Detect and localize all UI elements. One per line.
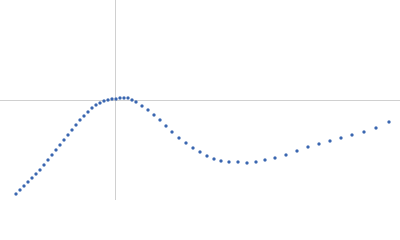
point bbox=[328, 139, 332, 143]
point bbox=[350, 133, 354, 137]
point bbox=[362, 130, 366, 134]
point bbox=[317, 142, 321, 146]
point bbox=[90, 106, 94, 110]
chart bbox=[0, 0, 400, 200]
point bbox=[273, 156, 277, 160]
point bbox=[212, 157, 216, 161]
point bbox=[158, 118, 162, 122]
point bbox=[98, 101, 102, 105]
point bbox=[14, 192, 18, 196]
point bbox=[110, 97, 114, 101]
point bbox=[205, 154, 209, 158]
point bbox=[26, 180, 30, 184]
point bbox=[42, 163, 46, 167]
point bbox=[86, 110, 90, 114]
point bbox=[66, 133, 70, 137]
point bbox=[78, 118, 82, 122]
point bbox=[198, 150, 202, 154]
point bbox=[50, 153, 54, 157]
point bbox=[339, 136, 343, 140]
point bbox=[146, 108, 150, 112]
point bbox=[130, 98, 134, 102]
point bbox=[170, 130, 174, 134]
point bbox=[284, 153, 288, 157]
point bbox=[102, 99, 106, 103]
point bbox=[126, 96, 130, 100]
point bbox=[387, 120, 391, 124]
point bbox=[34, 172, 38, 176]
point bbox=[164, 124, 168, 128]
point bbox=[236, 160, 240, 164]
point bbox=[227, 160, 231, 164]
point bbox=[191, 146, 195, 150]
point bbox=[219, 159, 223, 163]
point bbox=[82, 114, 86, 118]
point bbox=[46, 158, 50, 162]
point bbox=[30, 176, 34, 180]
point bbox=[152, 113, 156, 117]
point bbox=[106, 98, 110, 102]
point bbox=[245, 161, 249, 165]
point bbox=[295, 149, 299, 153]
point bbox=[177, 136, 181, 140]
point bbox=[18, 188, 22, 192]
point bbox=[58, 143, 62, 147]
point bbox=[70, 128, 74, 132]
point bbox=[38, 168, 42, 172]
point bbox=[22, 184, 26, 188]
point bbox=[184, 141, 188, 145]
point bbox=[74, 123, 78, 127]
point bbox=[114, 97, 118, 101]
point bbox=[122, 96, 126, 100]
point bbox=[94, 103, 98, 107]
point bbox=[134, 100, 138, 104]
point bbox=[254, 160, 258, 164]
point bbox=[140, 104, 144, 108]
page: (() => { const data = JSON.parse(documen… bbox=[0, 0, 400, 200]
point bbox=[118, 96, 122, 100]
point bbox=[62, 138, 66, 142]
point bbox=[374, 126, 378, 130]
point bbox=[306, 145, 310, 149]
point bbox=[263, 158, 267, 162]
point bbox=[54, 148, 58, 152]
